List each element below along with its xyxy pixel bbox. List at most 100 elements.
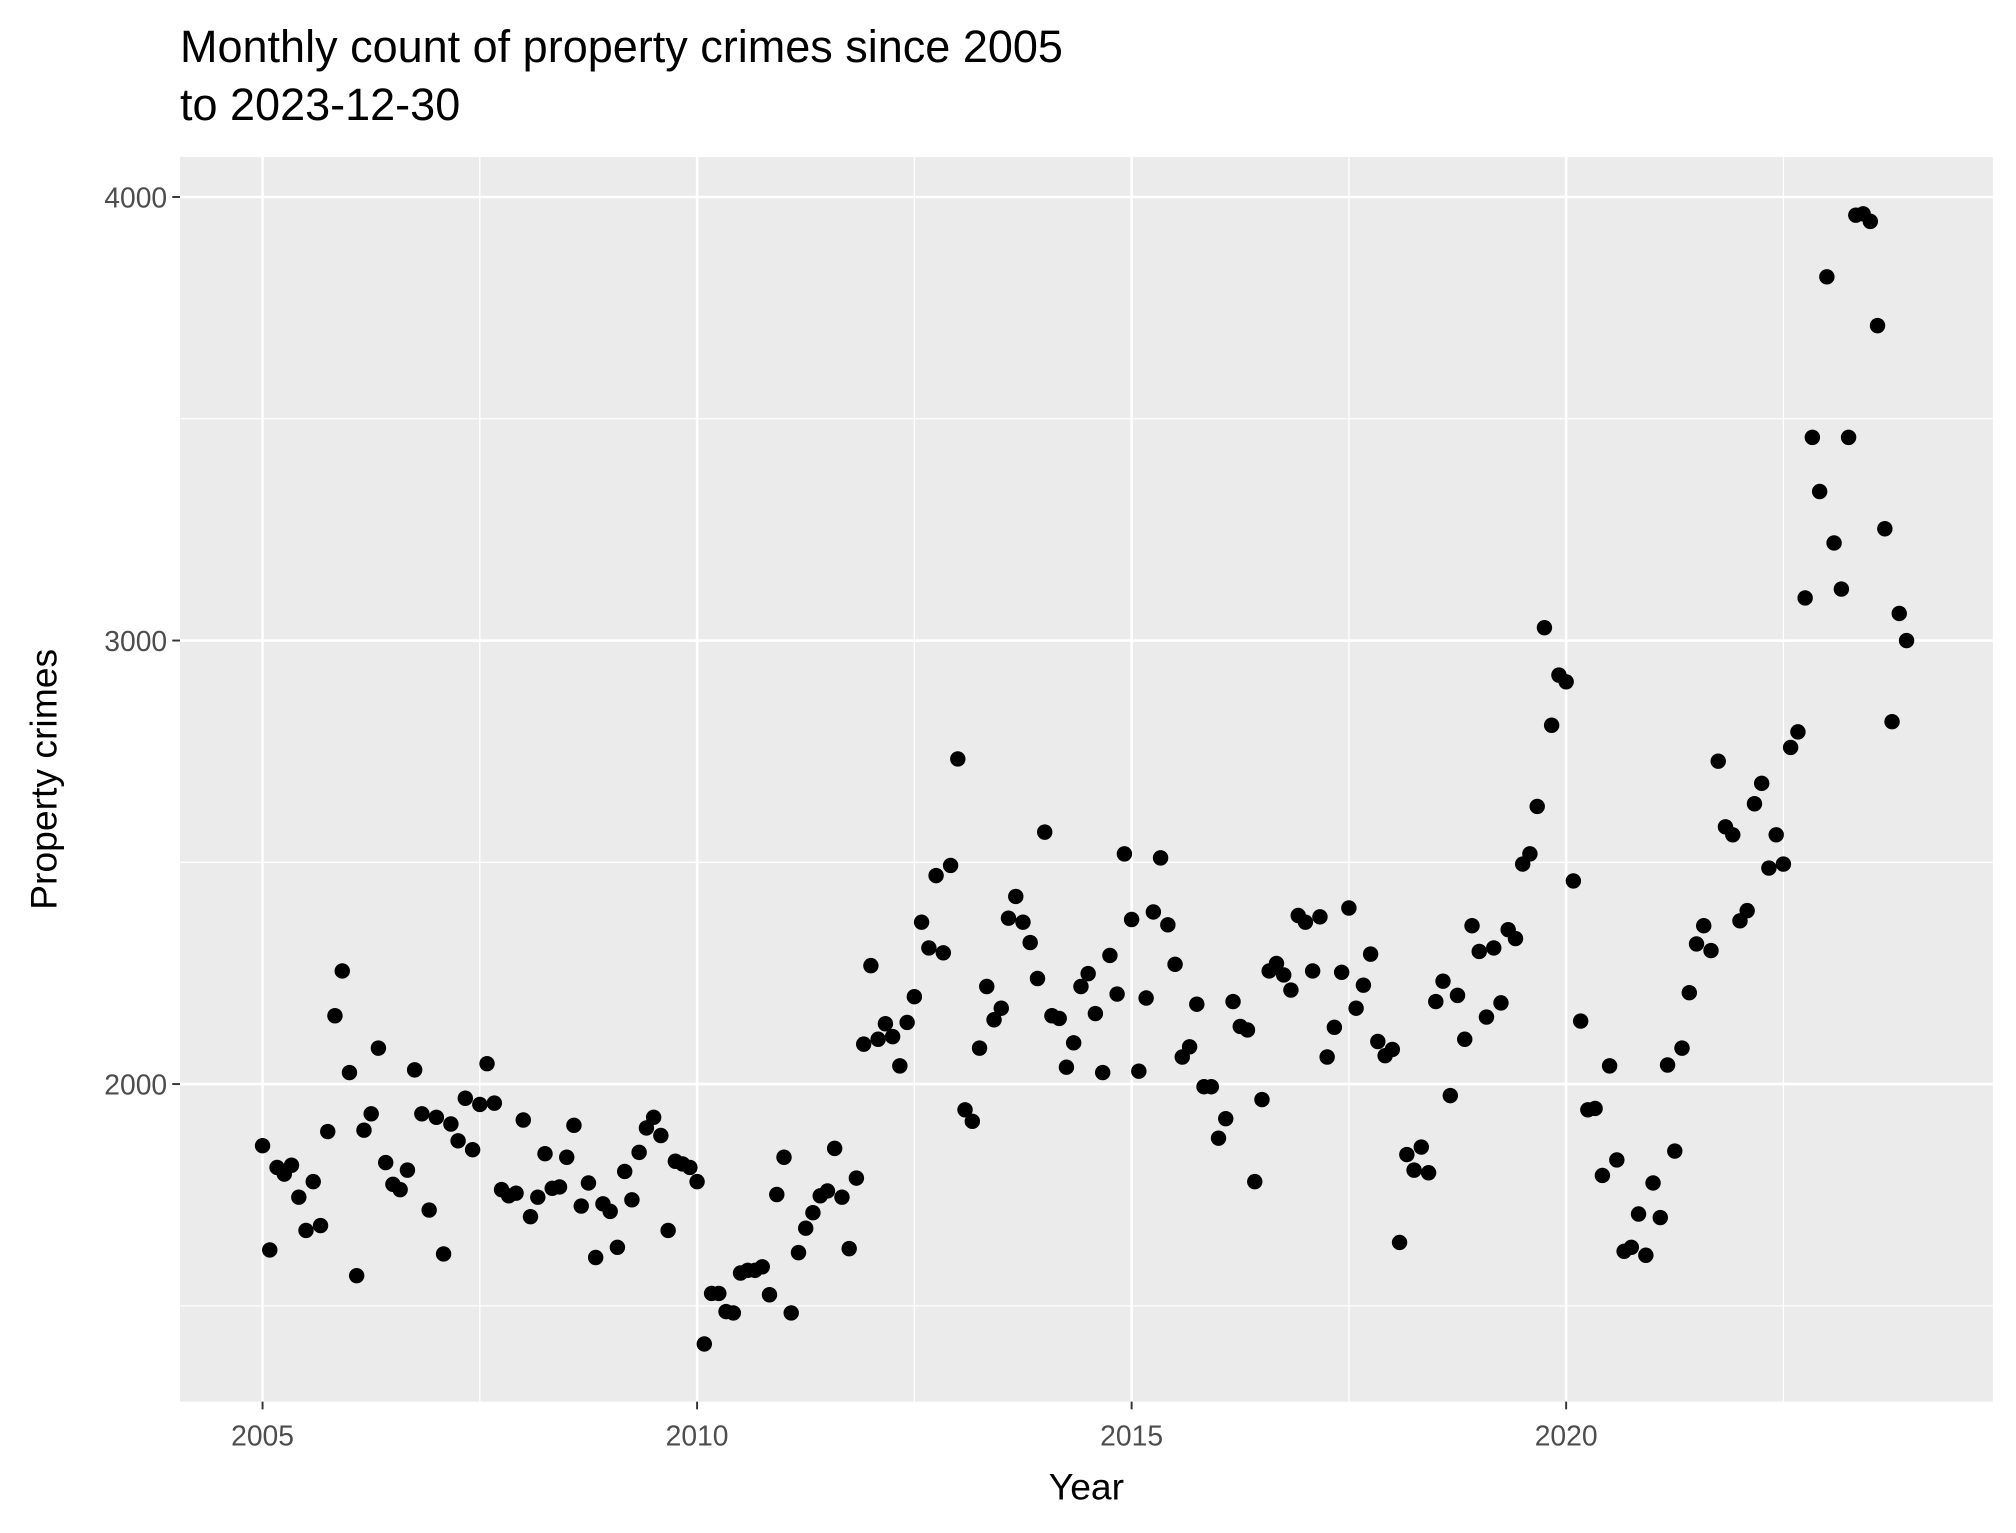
point [1898,632,1915,649]
point [1558,674,1574,690]
point [1167,956,1183,973]
point [921,940,937,956]
point [1587,1100,1603,1117]
point [645,1109,662,1126]
x-axis-label: Year [1049,1465,1124,1507]
point [363,1106,379,1122]
point [1015,914,1031,930]
point [1543,717,1560,733]
point [1753,775,1770,792]
point [305,1173,321,1190]
point [783,1305,799,1321]
y-tick-label: 2000 [104,1068,167,1100]
point [1768,827,1784,843]
point [1464,918,1480,934]
chart-subtitle: to 2023-12-30 [180,79,460,130]
point [1659,1057,1676,1073]
point [834,1189,850,1205]
point [1797,590,1813,606]
point [1109,986,1125,1002]
point [935,945,952,961]
point [1087,1005,1104,1022]
point [805,1204,821,1221]
point [1696,918,1712,934]
x-tick-label: 2010 [666,1419,729,1451]
point [566,1117,582,1134]
point [1725,827,1741,843]
point [1442,1087,1459,1104]
point [1507,930,1524,947]
point [479,1055,495,1072]
point [653,1127,669,1144]
point [1189,996,1205,1012]
point [1247,1173,1263,1190]
point [1746,796,1763,812]
point [1297,914,1314,930]
point [819,1183,836,1199]
point [1333,964,1350,981]
point [1428,993,1444,1010]
point [399,1162,416,1178]
point [1370,1033,1386,1050]
point [1094,1064,1111,1081]
point [696,1336,713,1352]
point [1029,970,1046,987]
point [1254,1091,1270,1108]
point [1355,977,1372,993]
point [1630,1206,1647,1222]
point [660,1222,676,1239]
x-tick-label: 2015 [1100,1419,1163,1451]
point [334,963,350,979]
point [870,1031,886,1047]
point [1065,1035,1082,1051]
point [761,1287,778,1303]
point [1138,990,1154,1006]
point [964,1113,981,1130]
point [291,1189,307,1205]
point [1413,1139,1429,1155]
x-tick-label: 2020 [1535,1419,1598,1451]
point [1239,1022,1256,1038]
point [1304,963,1321,979]
point [443,1116,459,1132]
point [1123,911,1140,928]
point [262,1242,278,1258]
point [616,1163,633,1180]
point [1623,1239,1640,1256]
point [327,1008,343,1024]
point [1804,429,1821,446]
point [1638,1247,1654,1263]
point [1761,860,1777,876]
point [863,957,879,974]
point [1102,947,1118,964]
point [1536,619,1553,636]
point [754,1259,770,1275]
point [609,1239,626,1256]
y-tick-label: 3000 [104,625,167,657]
point [877,1016,894,1032]
point [1449,987,1466,1004]
point [1391,1234,1408,1251]
point [472,1096,488,1113]
point [979,978,995,995]
point [1051,1010,1067,1027]
point [537,1145,553,1162]
point [1218,1110,1234,1127]
point [320,1123,336,1140]
point [1210,1130,1227,1146]
point [522,1208,539,1225]
point [1652,1209,1668,1226]
point [1116,846,1133,862]
point [298,1222,314,1239]
point [551,1179,568,1195]
point [1131,1063,1147,1079]
point [957,1102,973,1118]
point [370,1040,387,1056]
point [1710,753,1726,769]
point [587,1249,604,1266]
point [508,1185,524,1201]
point [1268,955,1285,972]
point [928,867,944,884]
point [486,1095,503,1111]
point [776,1149,792,1165]
